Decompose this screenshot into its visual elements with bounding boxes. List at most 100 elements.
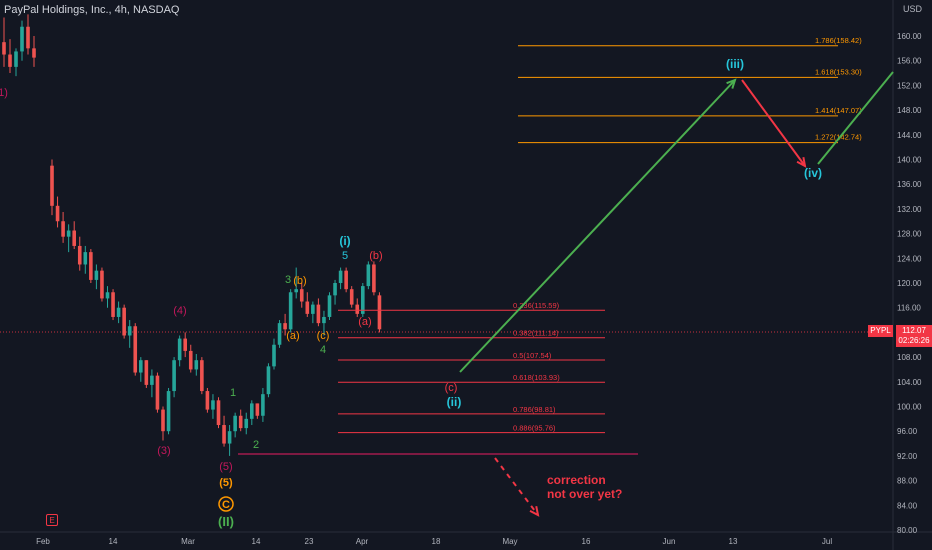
x-tick-label: 14 (109, 537, 118, 546)
candle-body (72, 230, 76, 246)
wave-label: 1) (0, 87, 8, 99)
y-tick-label: 100.00 (897, 403, 922, 412)
x-tick-label: Feb (36, 537, 50, 546)
candle-body (94, 270, 99, 280)
correction-annotation: correction (547, 473, 606, 487)
candle-body (211, 400, 215, 410)
candle-body (283, 323, 287, 330)
candle-body (105, 292, 110, 299)
candle-body (26, 26, 30, 49)
y-tick-label: 148.00 (897, 106, 922, 115)
last-price: 112.07 (902, 326, 926, 335)
x-tick-label: Jun (663, 537, 676, 546)
x-tick-label: Mar (181, 537, 195, 546)
candle-body (338, 270, 343, 283)
y-tick-label: 136.00 (897, 180, 922, 189)
candle-body (377, 295, 382, 330)
y-tick-label: 80.00 (897, 526, 918, 535)
candle-body (244, 418, 249, 429)
wave-label: (b) (293, 275, 306, 287)
candle-body (183, 338, 187, 351)
wave-label: C (222, 499, 230, 511)
candle-body (366, 264, 371, 287)
candle-body (194, 360, 199, 370)
candle-body (294, 289, 298, 293)
bar-countdown: 02:26:26 (898, 336, 930, 345)
wave-label: (iv) (804, 166, 822, 180)
candle-body (277, 323, 282, 345)
candle-body (77, 245, 82, 265)
candle-body (188, 350, 193, 370)
wave-label: 2 (253, 439, 259, 451)
candle-body (288, 292, 293, 330)
wave-label: (c) (445, 382, 458, 394)
wave-label: (a) (286, 330, 299, 342)
fib-retracement-label: 0.786(98.81) (513, 405, 556, 414)
y-tick-label: 92.00 (897, 452, 918, 461)
y-tick-label: 160.00 (897, 32, 922, 41)
candle-body (238, 415, 243, 429)
candle-body (111, 292, 115, 317)
candle-body (172, 360, 176, 392)
wave-c-circle (218, 496, 234, 512)
candle-body (227, 431, 232, 444)
earnings-icon[interactable]: E (46, 514, 58, 526)
candle-body (311, 304, 315, 314)
correction-projection (494, 457, 539, 516)
candle-body (161, 409, 165, 432)
x-tick-label: 13 (729, 537, 738, 546)
candle-body (66, 230, 71, 237)
candle-body (83, 252, 88, 265)
fib-extension-label: 1.618(153.30) (815, 67, 862, 76)
y-tick-label: 96.00 (897, 427, 918, 436)
wave-label: (i) (339, 234, 350, 248)
fib-extension-label: 1.414(147.07) (815, 106, 862, 115)
candle-body (20, 26, 24, 52)
y-tick-label: 152.00 (897, 81, 922, 90)
candle-body (150, 375, 154, 385)
candle-body (305, 301, 310, 314)
candle-body (166, 391, 171, 432)
y-tick-label: 120.00 (897, 279, 922, 288)
wave-label: (II) (218, 514, 234, 529)
wave-label: (c) (317, 330, 330, 342)
symbol-title: PayPal Holdings, Inc., 4h, NASDAQ (4, 4, 180, 16)
candle-body (333, 283, 337, 296)
candle-body (133, 326, 138, 373)
y-tick-label: 108.00 (897, 353, 922, 362)
wave-label: (iii) (726, 57, 744, 71)
candle-body (89, 252, 93, 280)
candle-body (355, 304, 360, 314)
y-tick-label: 144.00 (897, 131, 922, 140)
wave-iii-projection (459, 79, 736, 373)
wave-label: (ii) (447, 395, 462, 409)
candle-body (322, 316, 326, 324)
candle-body (100, 270, 104, 299)
candle-body (200, 360, 204, 392)
correction-projection-head (529, 505, 540, 517)
wave-iv-projection-head (796, 156, 807, 168)
candle-body (349, 289, 354, 305)
wave-label: (b) (369, 250, 382, 262)
candle-body (2, 42, 6, 55)
candle-body (216, 400, 221, 426)
fib-extension-label: 1.786(158.42) (815, 36, 862, 45)
candle-body (222, 425, 226, 444)
candle-body (155, 375, 160, 410)
last-price-tag: 112.07 02:26:26 (896, 325, 932, 347)
x-tick-label: Apr (356, 537, 369, 546)
wave-label: 5 (342, 250, 348, 262)
wave-iii-projection-head (726, 78, 737, 89)
candle-body (8, 54, 12, 67)
wave-label: 3 (285, 274, 291, 286)
candle-body (116, 307, 121, 317)
candle-body (255, 403, 260, 416)
candle-body (14, 51, 18, 67)
candle-body (177, 338, 182, 361)
y-tick-label: 124.00 (897, 254, 922, 263)
candle-body (122, 307, 126, 336)
candle-body (344, 270, 348, 290)
candle-body (144, 360, 149, 385)
candle-body (139, 360, 143, 373)
